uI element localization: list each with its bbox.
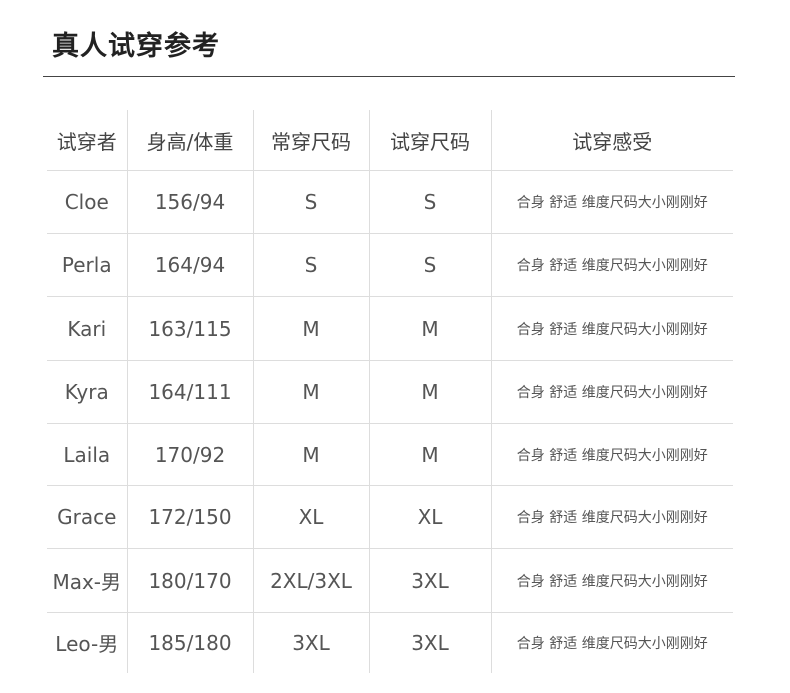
- table-header-row: 试穿者 身高/体重 常穿尺码 试穿尺码 试穿感受: [47, 110, 733, 171]
- fitting-table: 试穿者 身高/体重 常穿尺码 试穿尺码 试穿感受 Cloe 156/94 S S 合身 …: [47, 110, 733, 673]
- cell-height-weight: 185/180: [126, 612, 253, 673]
- cell-trial-size: S: [368, 170, 491, 234]
- header-height-weight: 身高/体重: [126, 110, 253, 171]
- cell-height-weight: 156/94: [126, 170, 253, 234]
- table-row: Max-男 180/170 2XL/3XL 3XL 合身 舒适 维度尺码大小刚刚好: [47, 548, 733, 613]
- cell-trial-size: XL: [368, 485, 491, 549]
- cell-trial-size: S: [368, 233, 491, 297]
- header-feedback: 试穿感受: [490, 110, 733, 171]
- cell-height-weight: 164/94: [126, 233, 253, 297]
- cell-trial-size: 3XL: [368, 612, 491, 673]
- header-tester: 试穿者: [56, 129, 117, 154]
- cell-tester: Grace: [47, 485, 127, 549]
- table-row: Grace 172/150 XL XL 合身 舒适 维度尺码大小刚刚好: [47, 485, 733, 549]
- title-divider: [43, 76, 735, 77]
- cell-height-weight: 180/170: [126, 548, 253, 613]
- table-row: Kyra 164/111 M M 合身 舒适 维度尺码大小刚刚好: [47, 360, 733, 424]
- header-trial-size: 试穿尺码: [368, 110, 491, 171]
- cell-usual-size: XL: [252, 485, 369, 549]
- cell-feedback: 合身 舒适 维度尺码大小刚刚好: [490, 612, 733, 673]
- cell-trial-size: M: [368, 360, 491, 424]
- cell-feedback: 合身 舒适 维度尺码大小刚刚好: [490, 423, 733, 486]
- cell-usual-size: M: [252, 423, 369, 486]
- cell-usual-size: S: [252, 170, 369, 234]
- cell-tester: Kyra: [47, 360, 127, 424]
- table-row: Kari 163/115 M M 合身 舒适 维度尺码大小刚刚好: [47, 296, 733, 361]
- table-row: Leo-男 185/180 3XL 3XL 合身 舒适 维度尺码大小刚刚好: [47, 612, 733, 673]
- page-title: 真人试穿参考: [52, 31, 220, 62]
- table-row: Cloe 156/94 S S 合身 舒适 维度尺码大小刚刚好: [47, 170, 733, 234]
- cell-feedback: 合身 舒适 维度尺码大小刚刚好: [490, 233, 733, 297]
- cell-trial-size: 3XL: [368, 548, 491, 613]
- cell-feedback: 合身 舒适 维度尺码大小刚刚好: [490, 485, 733, 549]
- cell-height-weight: 164/111: [126, 360, 253, 424]
- cell-tester: Cloe: [47, 170, 127, 234]
- cell-usual-size: S: [252, 233, 369, 297]
- header-usual-size: 常穿尺码: [252, 110, 369, 171]
- cell-feedback: 合身 舒适 维度尺码大小刚刚好: [490, 296, 733, 361]
- table-row: Perla 164/94 S S 合身 舒适 维度尺码大小刚刚好: [47, 233, 733, 297]
- cell-usual-size: 2XL/3XL: [252, 548, 369, 613]
- cell-tester: Kari: [47, 296, 127, 361]
- cell-usual-size: 3XL: [252, 612, 369, 673]
- cell-trial-size: M: [368, 423, 491, 486]
- cell-height-weight: 163/115: [126, 296, 253, 361]
- cell-tester: Max-男: [47, 548, 127, 613]
- table-row: Laila 170/92 M M 合身 舒适 维度尺码大小刚刚好: [47, 423, 733, 486]
- cell-feedback: 合身 舒适 维度尺码大小刚刚好: [490, 548, 733, 613]
- cell-feedback: 合身 舒适 维度尺码大小刚刚好: [490, 360, 733, 424]
- cell-tester: Leo-男: [47, 612, 127, 673]
- cell-usual-size: M: [252, 360, 369, 424]
- cell-height-weight: 170/92: [126, 423, 253, 486]
- cell-tester: Laila: [47, 423, 127, 486]
- cell-trial-size: M: [368, 296, 491, 361]
- cell-height-weight: 172/150: [126, 485, 253, 549]
- cell-usual-size: M: [252, 296, 369, 361]
- cell-feedback: 合身 舒适 维度尺码大小刚刚好: [490, 170, 733, 234]
- cell-tester: Perla: [47, 233, 127, 297]
